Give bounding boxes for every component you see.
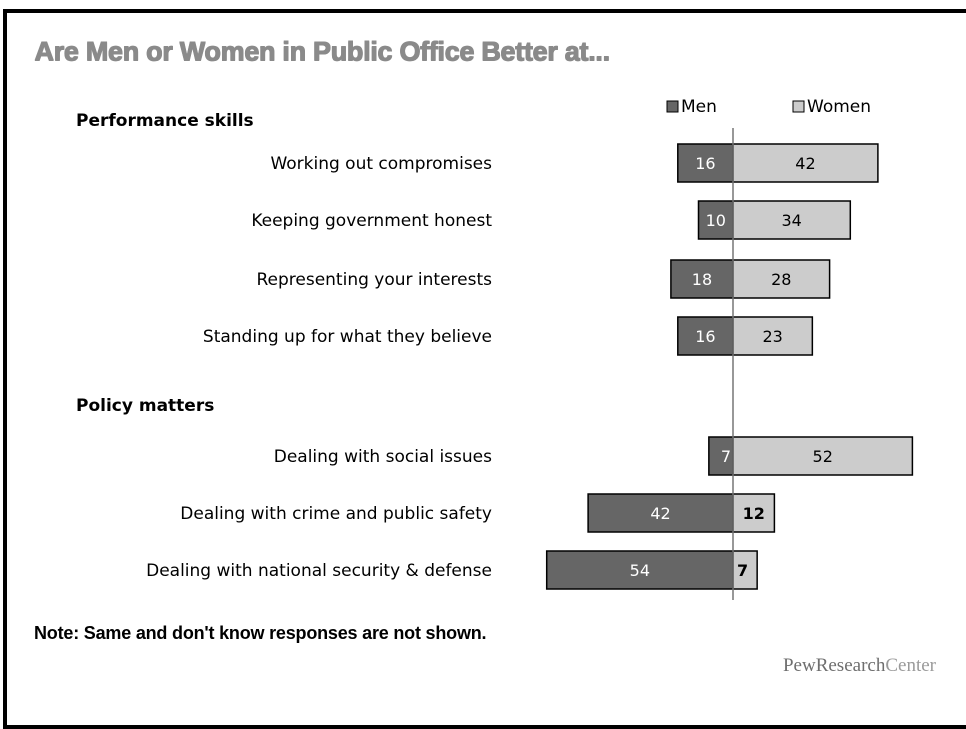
brand-logo: PewResearchCenter bbox=[783, 655, 936, 677]
men-value-standing-up-for-what-they-believe: 16 bbox=[695, 327, 715, 346]
brand-part-2: Center bbox=[885, 655, 936, 676]
men-value-dealing-with-crime-and-public-safety: 42 bbox=[650, 504, 670, 523]
women-value-standing-up-for-what-they-believe: 23 bbox=[762, 327, 782, 346]
women-value-dealing-with-national-security-and-defense: 7 bbox=[737, 561, 748, 580]
bar-chart: Performance skills Policy matters Working … bbox=[76, 97, 914, 600]
category-label-dealing-with-national-security-and-defense: Dealing with national security & defense bbox=[146, 561, 492, 581]
category-label-keeping-government-honest: Keeping government honest bbox=[251, 211, 492, 231]
group-label-performance-skills: Performance skills bbox=[76, 111, 254, 131]
men-bar-working-out-compromises bbox=[677, 143, 734, 183]
category-label-working-out-compromises: Working out compromises bbox=[270, 154, 492, 174]
legend-label-men: Men bbox=[681, 97, 717, 117]
women-value-keeping-government-honest: 34 bbox=[781, 211, 801, 230]
legend-label-women: Women bbox=[807, 97, 871, 117]
brand-part-1: PewResearch bbox=[782, 655, 886, 676]
women-value-dealing-with-social-issues: 52 bbox=[813, 447, 833, 466]
women-value-representing-your-interests: 28 bbox=[771, 270, 791, 289]
men-value-dealing-with-national-security-and-defense: 54 bbox=[630, 561, 650, 580]
group-label-policy-matters: Policy matters bbox=[76, 396, 214, 416]
legend-swatch-women bbox=[792, 100, 805, 113]
category-label-dealing-with-crime-and-public-safety: Dealing with crime and public safety bbox=[180, 504, 492, 524]
men-bar-keeping-government-honest bbox=[697, 200, 734, 240]
category-label-dealing-with-social-issues: Dealing with social issues bbox=[274, 447, 492, 467]
women-bar-dealing-with-national-security-and-defense bbox=[732, 550, 758, 590]
women-bar-dealing-with-social-issues bbox=[732, 436, 914, 476]
women-bar-working-out-compromises bbox=[732, 143, 879, 183]
men-value-representing-your-interests: 18 bbox=[692, 270, 712, 289]
women-value-working-out-compromises: 42 bbox=[795, 154, 815, 173]
category-label-representing-your-interests: Representing your interests bbox=[256, 270, 492, 290]
women-value-dealing-with-crime-and-public-safety: 12 bbox=[743, 504, 765, 523]
men-value-working-out-compromises: 16 bbox=[695, 154, 715, 173]
legend-swatch-men bbox=[666, 100, 679, 113]
category-label-standing-up-for-what-they-believe: Standing up for what they believe bbox=[203, 327, 492, 347]
men-value-dealing-with-social-issues: 7 bbox=[721, 447, 731, 466]
men-value-keeping-government-honest: 10 bbox=[706, 211, 726, 230]
women-bar-standing-up-for-what-they-believe bbox=[732, 316, 814, 356]
women-bar-dealing-with-crime-and-public-safety bbox=[732, 493, 776, 533]
chart-note: Note: Same and don't know responses are … bbox=[34, 623, 487, 643]
men-bar-dealing-with-national-security-and-defense bbox=[545, 550, 734, 590]
men-bar-dealing-with-crime-and-public-safety bbox=[587, 493, 734, 533]
chart-title: Are Men or Women in Public Office Better… bbox=[34, 36, 610, 66]
